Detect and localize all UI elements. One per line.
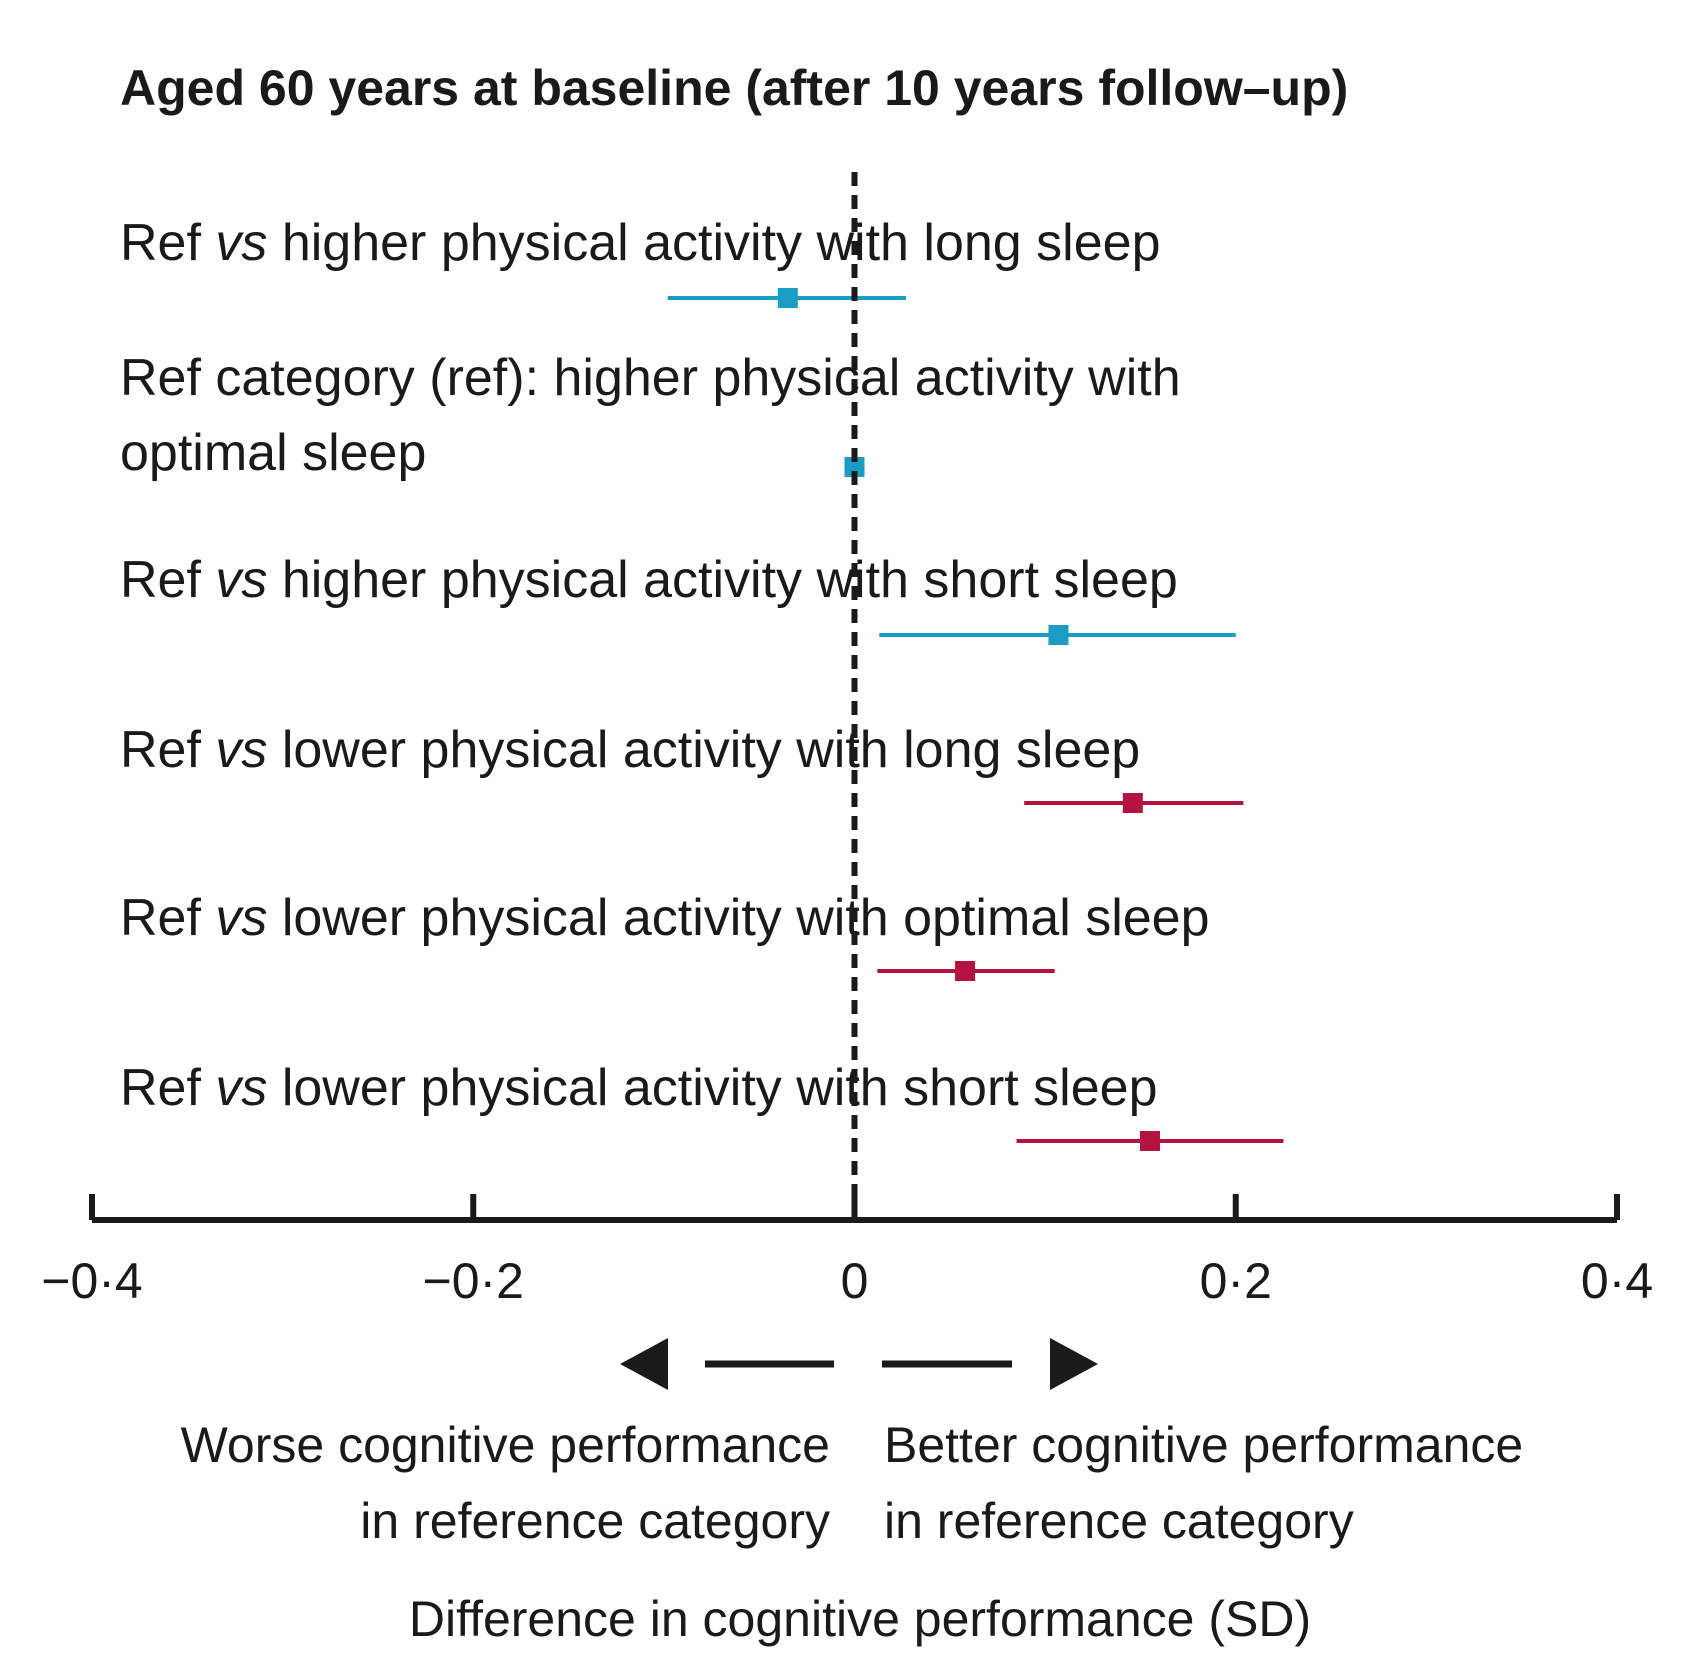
forest-row: Ref vs lower physical activity with long… [120, 721, 1244, 813]
forest-rows: Ref vs higher physical activity with lon… [120, 214, 1284, 1151]
left-direction-label: Worse cognitive performance [181, 1417, 830, 1473]
right-direction-label: Better cognitive performance [884, 1417, 1523, 1473]
x-tick-label: −0·4 [41, 1253, 142, 1309]
estimate-marker [777, 288, 798, 308]
row-label: Ref vs lower physical activity with shor… [120, 1059, 1158, 1117]
reference-marker [844, 457, 865, 477]
forest-row: Ref category (ref): higher physical acti… [120, 349, 1181, 482]
forest-row: Ref vs lower physical activity with opti… [120, 889, 1210, 981]
row-label: Ref vs lower physical activity with long… [120, 721, 1140, 779]
row-label: Ref vs higher physical activity with sho… [120, 551, 1178, 609]
x-axis-label: Difference in cognitive performance (SD) [409, 1591, 1311, 1647]
left-arrow-icon [620, 1338, 668, 1390]
chart-title: Aged 60 years at baseline (after 10 year… [120, 60, 1348, 116]
left-direction-label: in reference category [360, 1493, 830, 1549]
x-tick-label: 0 [841, 1253, 869, 1309]
estimate-marker [1048, 625, 1069, 645]
row-label: Ref category (ref): higher physical acti… [120, 349, 1181, 407]
forest-row: Ref vs higher physical activity with sho… [120, 551, 1236, 645]
row-label: Ref vs higher physical activity with lon… [120, 214, 1161, 272]
row-label: optimal sleep [120, 424, 426, 482]
x-tick-label: 0·2 [1200, 1253, 1272, 1309]
forest-row: Ref vs lower physical activity with shor… [120, 1059, 1284, 1151]
x-tick-label: −0·2 [423, 1253, 524, 1309]
direction-annotations: Worse cognitive performance in reference … [181, 1338, 1523, 1549]
x-tick-label: 0·4 [1581, 1253, 1653, 1309]
right-direction-label: in reference category [884, 1493, 1354, 1549]
estimate-marker [955, 961, 976, 981]
estimate-marker [1139, 1131, 1160, 1151]
forest-row: Ref vs higher physical activity with lon… [120, 214, 1161, 308]
row-label: Ref vs lower physical activity with opti… [120, 889, 1210, 947]
estimate-marker [1122, 793, 1143, 813]
x-axis: −0·4 −0·2 0 0·2 0·4 [41, 1194, 1653, 1309]
right-arrow-icon [1050, 1338, 1098, 1390]
